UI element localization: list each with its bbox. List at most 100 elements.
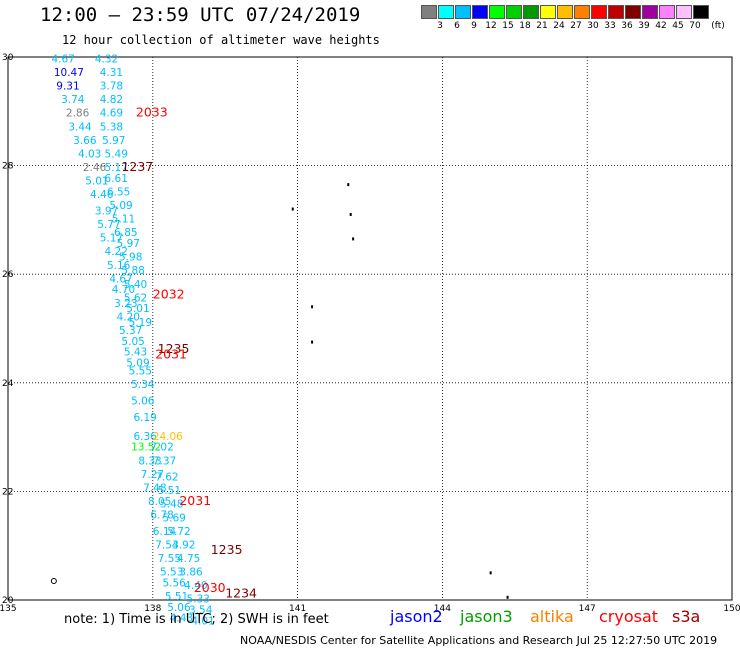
wave-height-label: 5.49 <box>105 148 128 160</box>
island-point <box>311 305 314 309</box>
wave-height-label: 4.32 <box>95 53 118 65</box>
colorbar-swatch <box>608 5 624 19</box>
wave-height-label: 7.62 <box>155 472 178 484</box>
wave-height-label: 24.06 <box>153 431 183 443</box>
wave-height-label: 4.03 <box>78 148 101 160</box>
wave-height-label: 5.16 <box>107 260 131 272</box>
island-point <box>349 212 352 216</box>
wave-height-label: 7.55 <box>158 553 181 565</box>
mission-legend-altika: altika <box>530 607 574 626</box>
wave-height-label: 6.36 <box>133 431 157 443</box>
wave-height-label: 5.01 <box>85 176 108 188</box>
y-tick-label: 30 <box>2 53 14 63</box>
pass-time-label: 1235 <box>158 341 190 356</box>
colorbar-swatch <box>455 5 471 19</box>
marker-circle <box>50 577 57 584</box>
plot-frame <box>7 56 733 601</box>
wave-height-label: 5.06 <box>167 602 191 614</box>
colorbar-swatch <box>676 5 692 19</box>
wave-height-label: 3.54 <box>189 605 213 617</box>
wave-height-label: 4.67 <box>51 53 74 65</box>
wave-height-label: 4.20 <box>117 311 140 323</box>
colorbar-label: 21 <box>536 21 548 31</box>
pass-time-label: 1237 <box>121 159 153 174</box>
wave-height-label: 5.09 <box>126 358 149 370</box>
colorbar-swatch <box>421 5 437 19</box>
wave-height-label: 5.34 <box>131 379 155 391</box>
colorbar-swatch <box>540 5 556 19</box>
colorbar-swatch <box>557 5 573 19</box>
colorbar-swatch <box>489 5 505 19</box>
wave-height-label: 4.22 <box>105 246 128 258</box>
wave-height-label: 3.44 <box>68 121 92 133</box>
colorbar-swatch <box>574 5 590 19</box>
wave-height-label: 5.09 <box>109 200 132 212</box>
colorbar-swatch <box>642 5 658 19</box>
wave-height-label: 7.54 <box>155 539 179 551</box>
x-tick-label: 150 <box>723 604 740 614</box>
wave-height-label: 5.06 <box>131 396 155 408</box>
y-tick-label: 20 <box>2 596 14 606</box>
colorbar-swatch <box>591 5 607 19</box>
wave-height-label: 5.53 <box>160 567 183 579</box>
wave-height-label: 5.77 <box>97 219 120 231</box>
pass-time-label: 2031 <box>179 493 211 508</box>
y-tick-label: 22 <box>2 487 13 497</box>
island-point <box>347 183 350 187</box>
wave-height-label: 7.02 <box>150 442 173 454</box>
colorbar-swatch <box>438 5 454 19</box>
colorbar-swatch <box>506 5 522 19</box>
colorbar-swatch <box>472 5 488 19</box>
wave-height-label: 3.97 <box>95 205 118 217</box>
wave-height-label: 5.56 <box>162 577 186 589</box>
wave-height-label: 7.48 <box>143 482 166 494</box>
colorbar-label: 30 <box>587 21 599 31</box>
wave-height-label: 4.70 <box>112 284 135 296</box>
colorbar-label: 45 <box>672 21 684 31</box>
wave-height-label: 4.67 <box>109 273 132 285</box>
colorbar-label: 15 <box>502 21 514 31</box>
wave-height-label: 8.05 <box>148 496 171 508</box>
wave-height-label: 5.33 <box>187 594 210 606</box>
wave-height-label: 5.48 <box>160 499 183 511</box>
pass-time-label: 2031 <box>155 346 187 361</box>
mission-legend-jason2: jason2 <box>390 607 443 626</box>
wave-height-label: 6.78 <box>150 510 173 522</box>
colorbar-labels: 3 6 9 12 15 18 21 24 27 30 33 36 39 42 45 70 (ft) <box>421 21 737 33</box>
colorbar-label: 6 <box>454 21 460 31</box>
colorbar-label: 18 <box>519 21 531 31</box>
wave-height-label: 4.69 <box>100 108 123 120</box>
wave-height-label: 5.72 <box>167 526 190 538</box>
wave-height-label: 3.74 <box>61 94 85 106</box>
wave-height-label: 6.14 <box>153 526 177 538</box>
wave-height-label: 4.82 <box>100 94 123 106</box>
chart-title: 12:00 — 23:59 UTC 07/24/2019 <box>40 4 361 26</box>
wave-height-label: 5.01 <box>126 303 149 315</box>
mission-legend-jason3: jason3 <box>460 607 513 626</box>
x-tick-label: 138 <box>144 604 161 614</box>
mission-legend-s3a: s3a <box>672 607 701 626</box>
pass-time-label: 1235 <box>211 542 243 557</box>
wave-height-label: 13.52 <box>131 442 161 454</box>
colorbar-label: 42 <box>655 21 667 31</box>
island-point <box>311 340 314 344</box>
wave-height-label: 6.61 <box>105 173 128 185</box>
colorbar-label: 27 <box>570 21 582 31</box>
wave-height-label: 5.51 <box>165 591 188 603</box>
x-tick-label: 144 <box>434 604 451 614</box>
island-point <box>352 237 355 241</box>
island-point <box>291 207 294 211</box>
wave-height-label: 5.98 <box>119 252 142 264</box>
wave-height-label: 5.69 <box>162 512 185 524</box>
wave-height-label: 5.97 <box>102 135 125 147</box>
pass-time-label: 2030 <box>194 580 226 595</box>
wave-height-label: 4.43 <box>170 613 193 625</box>
y-tick-label: 24 <box>2 379 14 389</box>
wave-height-label: 4.40 <box>184 580 207 592</box>
colorbar-label: 70 <box>689 21 701 31</box>
wave-height-label: 5.11 <box>112 214 135 226</box>
wave-height-label: 8.33 <box>138 455 161 467</box>
wave-height-label: 4.01 <box>191 615 214 627</box>
colorbar <box>421 5 710 19</box>
